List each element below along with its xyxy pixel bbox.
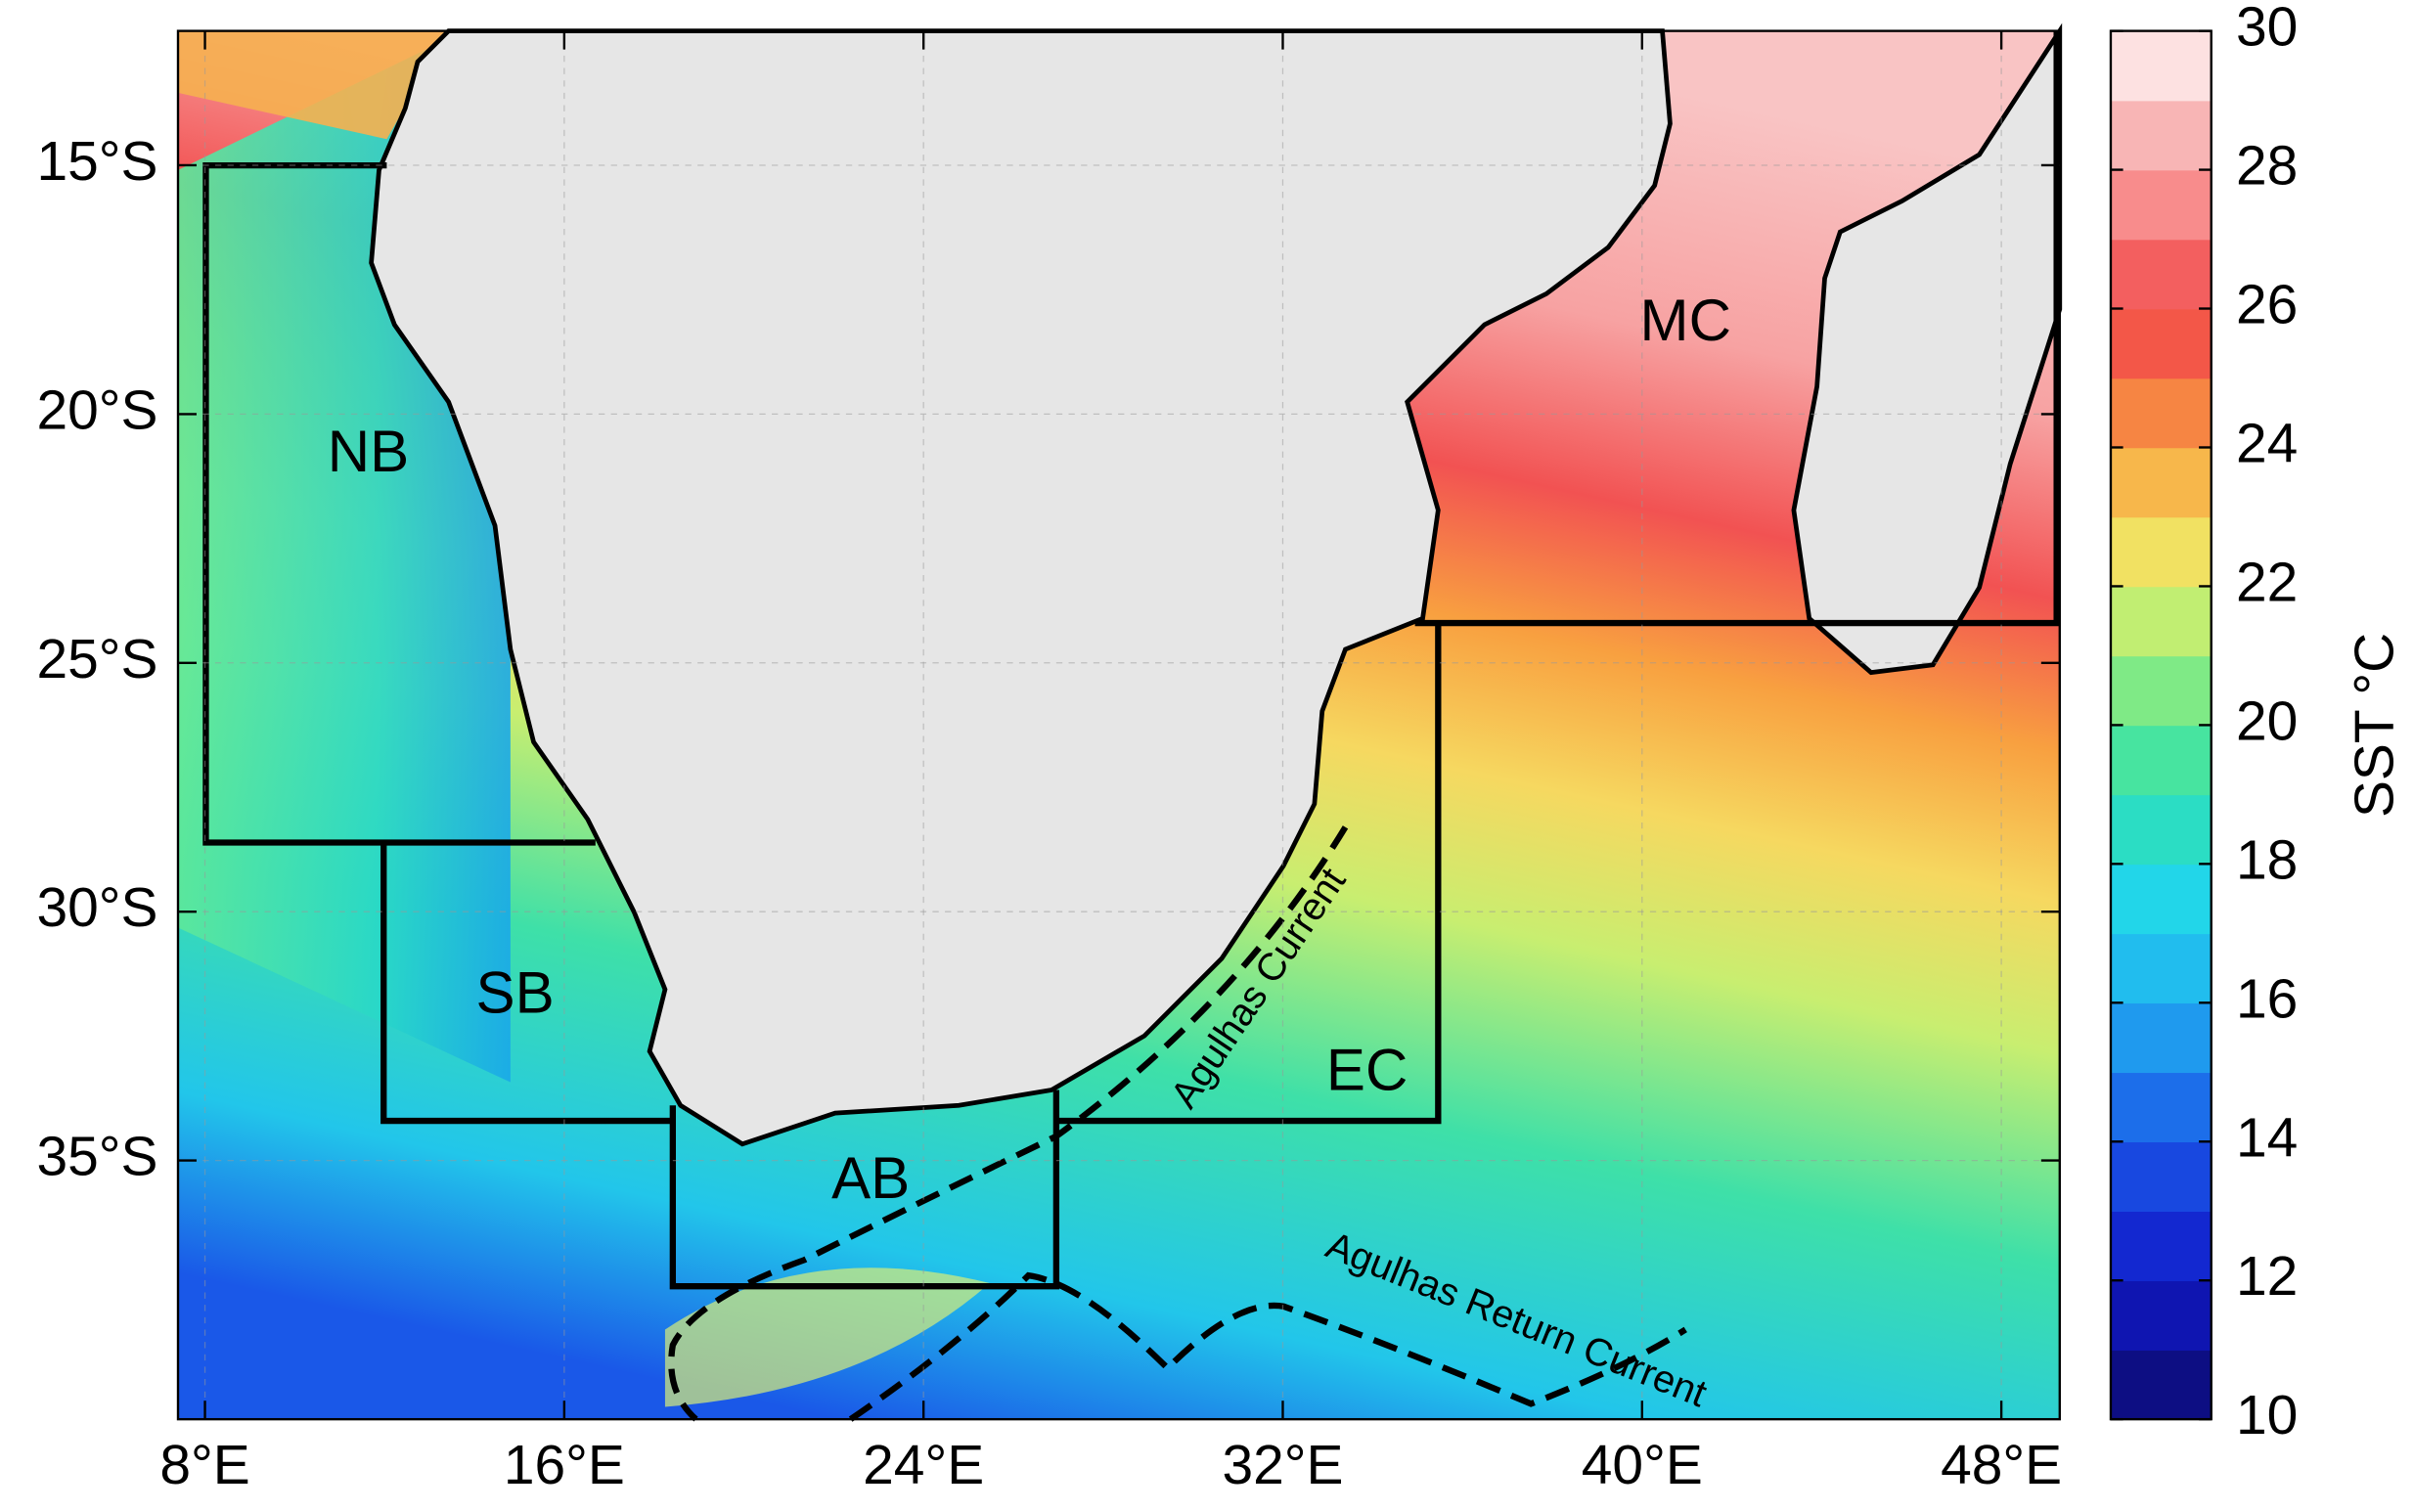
sb-box bbox=[380, 842, 673, 1125]
colorbar-segment bbox=[2110, 1141, 2212, 1213]
colorbar-segment bbox=[2110, 794, 2212, 866]
nb-box bbox=[202, 161, 596, 846]
colorbar-segment bbox=[2110, 1211, 2212, 1281]
colorbar-segment bbox=[2110, 1280, 2212, 1351]
africa-land bbox=[369, 28, 1673, 1147]
colorbar-segment bbox=[2110, 586, 2212, 657]
colorbar-tick-label: 14 bbox=[2236, 1106, 2298, 1169]
colorbar-segment bbox=[2110, 447, 2212, 518]
y-tick-label: 25°S bbox=[36, 628, 157, 690]
colorbar-segment bbox=[2110, 516, 2212, 588]
region-boxes bbox=[202, 30, 2060, 1290]
x-tick-label: 16°E bbox=[504, 1434, 625, 1496]
y-tick-label: 15°S bbox=[36, 130, 157, 193]
x-tick-label: 24°E bbox=[863, 1434, 984, 1496]
colorbar-tick-label: 16 bbox=[2236, 967, 2298, 1030]
colorbar-tick-label: 20 bbox=[2236, 689, 2298, 752]
colorbar-segment bbox=[2110, 1002, 2212, 1074]
retroflection-sst bbox=[664, 1267, 990, 1407]
colorbar-segment bbox=[2110, 239, 2212, 310]
map-frame bbox=[176, 29, 2061, 1421]
colorbar-segment bbox=[2110, 100, 2212, 171]
colorbar-tick-label: 26 bbox=[2236, 274, 2298, 336]
colorbar-tick-label: 24 bbox=[2236, 413, 2298, 475]
colorbar-segment bbox=[2110, 308, 2212, 379]
ab-box bbox=[669, 1090, 1060, 1290]
region-label: SB bbox=[476, 959, 555, 1025]
colorbar-segment bbox=[2110, 169, 2212, 241]
ec-box bbox=[1055, 623, 1442, 1125]
colorbar-segment bbox=[2110, 1072, 2212, 1143]
x-tick-label: 40°E bbox=[1582, 1434, 1703, 1496]
y-tick-label: 20°S bbox=[36, 378, 157, 441]
y-tick-label: 35°S bbox=[36, 1126, 157, 1188]
colorbar-tick-label: 22 bbox=[2236, 551, 2298, 613]
colorbar-frame bbox=[2109, 29, 2213, 1421]
colorbar-segment bbox=[2110, 378, 2212, 449]
colorbar-segment bbox=[2110, 864, 2212, 935]
colorbar-tick-label: 10 bbox=[2236, 1384, 2298, 1446]
north-warm-sst bbox=[177, 30, 449, 140]
colorbar-segment bbox=[2110, 725, 2212, 796]
region-label: NB bbox=[328, 419, 409, 484]
y-tick-label: 30°S bbox=[36, 876, 157, 939]
colorbar-segment bbox=[2110, 30, 2212, 102]
agulhas-current-line bbox=[668, 825, 1349, 1422]
colorbar-segment bbox=[2110, 933, 2212, 1004]
region-label: MC bbox=[1640, 288, 1731, 353]
region-label: EC bbox=[1326, 1037, 1408, 1102]
currents bbox=[668, 825, 1687, 1422]
colorbar-segment bbox=[2110, 1350, 2212, 1420]
x-tick-label: 32°E bbox=[1222, 1434, 1343, 1496]
colorbar-label: SST °C bbox=[2343, 633, 2405, 818]
region-label: AB bbox=[831, 1145, 910, 1211]
return-current-line bbox=[848, 1271, 1687, 1422]
x-tick-label: 48°E bbox=[1941, 1434, 2062, 1496]
mc-box bbox=[1414, 30, 2060, 627]
colorbar-tick-label: 30 bbox=[2236, 0, 2298, 59]
x-tick-label: 8°E bbox=[159, 1434, 249, 1496]
colorbar-segment bbox=[2110, 655, 2212, 727]
colorbar-tick-label: 28 bbox=[2236, 135, 2298, 198]
colorbar-tick-label: 18 bbox=[2236, 828, 2298, 891]
colorbar-tick-label: 12 bbox=[2236, 1245, 2298, 1308]
